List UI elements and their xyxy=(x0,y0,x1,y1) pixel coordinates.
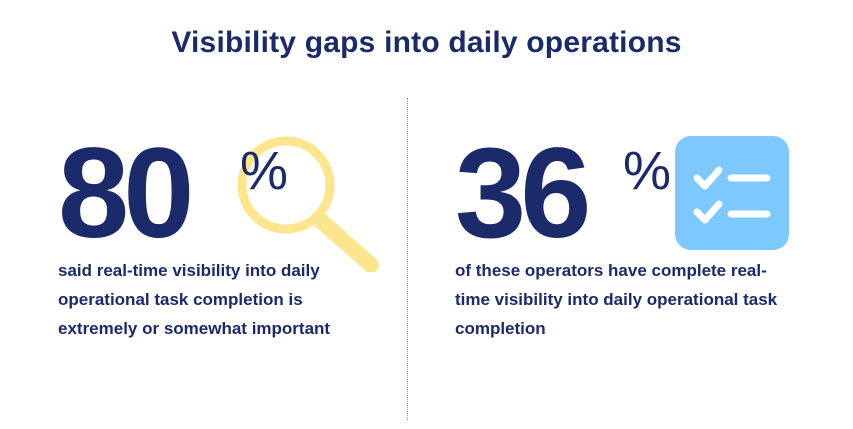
vertical-divider xyxy=(407,98,408,420)
stat-unit: % xyxy=(623,141,672,201)
magnifying-glass-icon xyxy=(237,136,379,272)
stat-description: of these operators have complete real-ti… xyxy=(455,261,778,338)
checklist-icon xyxy=(675,136,789,250)
stat-value: 36 xyxy=(455,122,591,265)
stat-value: 80 xyxy=(58,122,194,265)
stat-unit: % xyxy=(240,141,289,201)
page-title: Visibility gaps into daily operations xyxy=(171,26,682,59)
stat-description: said real-time visibility into daily ope… xyxy=(58,261,331,338)
